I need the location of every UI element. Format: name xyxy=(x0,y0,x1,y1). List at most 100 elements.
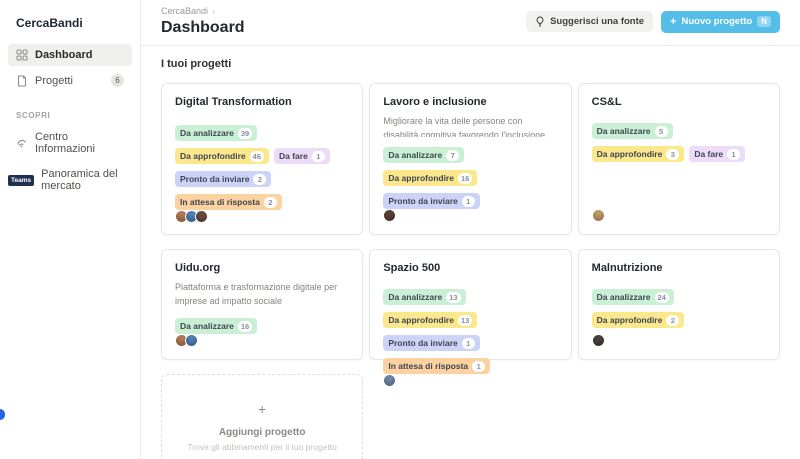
status-tag-label: Da fare xyxy=(694,149,724,159)
project-card-title: Lavoro e inclusione xyxy=(383,96,487,108)
teams-badge: Teams xyxy=(8,174,35,186)
project-card[interactable]: Lavoro e inclusione Migliorare la vita de… xyxy=(369,83,572,235)
status-tag[interactable]: Da approfondire 13 xyxy=(383,312,478,328)
projects-grid: Digital Transformationuidu è la piattafo… xyxy=(161,83,780,459)
status-tag-label: Da approfondire xyxy=(388,315,454,325)
status-tag-count: 1 xyxy=(461,195,475,207)
status-tag[interactable]: Da analizzare 5 xyxy=(591,123,673,139)
status-tag[interactable]: Da approfondire 16 xyxy=(383,170,478,186)
suggest-source-label: Suggerisci una fonte xyxy=(550,16,645,27)
sidebar-item-label: Dashboard xyxy=(35,49,93,61)
status-tag-count: 2 xyxy=(263,196,277,208)
status-tag-label: Da analizzare xyxy=(180,321,234,331)
add-project-card[interactable]: + Aggiungi progetto Trova gli abbinament… xyxy=(161,374,364,459)
project-card[interactable]: Malnutrizione Da analizzare 24 Da approfond… xyxy=(577,249,780,360)
status-tag[interactable]: Da approfondire 2 xyxy=(591,312,685,328)
sidebar: CercaBandi Dashboard Progetti 6 SCOPRI C… xyxy=(0,0,141,459)
status-tag-count: 3 xyxy=(666,148,680,160)
project-card-title: Uidu.org xyxy=(175,262,221,274)
avatar xyxy=(383,209,397,222)
project-card-description: Migliorare la vita delle persone con dis… xyxy=(383,116,546,137)
project-card[interactable]: CS&L Da analizzare 5 Da approfondire 3 Da far… xyxy=(577,83,780,235)
status-tag[interactable]: Pronto da inviare 1 xyxy=(383,193,480,209)
avatar-group xyxy=(591,334,766,347)
page-title: Dashboard xyxy=(161,19,245,36)
broadcast-icon xyxy=(16,137,28,149)
project-card-title: Digital Transformation xyxy=(175,96,292,108)
sidebar-item-panoramica-mercato[interactable]: Teams Panoramica del mercato xyxy=(8,163,132,197)
status-tag[interactable]: Pronto da inviare 2 xyxy=(175,171,272,187)
status-tag-list: Da analizzare 24 Da approfondire 2 xyxy=(591,289,766,328)
status-tag[interactable]: Pronto da inviare 1 xyxy=(383,335,480,351)
status-tag-list: Da analizzare 5 Da approfondire 3 Da fare 1 xyxy=(591,123,766,162)
status-tag-count: 7 xyxy=(446,149,460,161)
new-project-label: Nuovo progetto xyxy=(681,16,753,27)
status-tag[interactable]: Da fare 1 xyxy=(274,148,330,164)
status-tag[interactable]: Da analizzare 39 xyxy=(175,125,258,141)
project-card[interactable]: Digital Transformationuidu è la piattafo… xyxy=(161,83,364,235)
status-tag-count: 1 xyxy=(472,360,486,372)
status-tag[interactable]: Da analizzare 7 xyxy=(383,147,465,163)
new-project-button[interactable]: + Nuovo progetto N xyxy=(661,10,780,33)
status-tag-count: 2 xyxy=(666,314,680,326)
status-tag-label: In attesa di risposta xyxy=(388,361,469,371)
status-tag[interactable]: Da fare 1 xyxy=(689,146,746,162)
plus-icon: + xyxy=(258,401,267,417)
sidebar-item-centro-informazioni[interactable]: Centro Informazioni xyxy=(8,126,132,160)
add-project-subtitle: Trova gli abbinamenti per il tuo progett… xyxy=(187,442,337,452)
status-tag-count: 2 xyxy=(253,173,267,185)
project-card[interactable]: Uidu.org Piattaforma e trasformazione dig… xyxy=(161,249,364,360)
project-card-description: Piattaforma e trasformazione digitale pe… xyxy=(175,282,338,306)
status-tag-label: Da fare xyxy=(279,151,308,161)
avatar xyxy=(185,334,198,347)
status-tag[interactable]: Da analizzare 13 xyxy=(383,289,466,305)
suggest-source-button[interactable]: Suggerisci una fonte xyxy=(526,11,654,32)
main-area: CercaBandi › Dashboard Suggerisci una fo… xyxy=(141,0,800,459)
avatar-group xyxy=(175,334,349,347)
add-project-title: Aggiungi progetto xyxy=(218,427,306,438)
avatar xyxy=(195,210,208,223)
status-tag-count: 13 xyxy=(457,314,473,326)
sidebar-item-label: Progetti xyxy=(35,74,73,87)
project-card-title: CS&L xyxy=(591,96,622,108)
status-tag[interactable]: Da analizzare 24 xyxy=(591,289,674,305)
breadcrumb-cercabandi[interactable]: CercaBandi xyxy=(161,6,209,16)
status-tag-count: 13 xyxy=(446,291,461,303)
status-tag-label: Da analizzare xyxy=(388,292,443,302)
app-title: CercaBandi xyxy=(16,16,83,30)
sidebar-item-label: Centro Informazioni xyxy=(35,131,95,155)
sidebar-item-dashboard[interactable]: Dashboard xyxy=(8,44,132,66)
status-tag-label: Da analizzare xyxy=(180,128,234,138)
avatar-group xyxy=(383,209,557,222)
avatar xyxy=(591,334,605,347)
status-tag-label: Da approfondire xyxy=(596,315,663,325)
status-tag-count: 16 xyxy=(457,172,473,184)
sidebar-item-progetti[interactable]: Progetti 6 xyxy=(8,69,132,92)
sidebar-section-scopri: SCOPRI xyxy=(16,111,51,120)
status-tag[interactable]: Da approfondire 46 xyxy=(175,148,269,164)
status-tag-count: 24 xyxy=(654,291,669,303)
project-card-title: Malnutrizione xyxy=(591,262,663,274)
status-tag[interactable]: Da approfondire 3 xyxy=(591,146,685,162)
status-tag-count: 39 xyxy=(237,127,253,139)
page-header: CercaBandi › Dashboard Suggerisci una fo… xyxy=(141,0,800,46)
status-tag[interactable]: In attesa di risposta 1 xyxy=(383,358,491,374)
status-tag-label: Pronto da inviare xyxy=(180,174,250,184)
status-tag-list: Da analizzare 7 Da approfondire 16 Pronto da… xyxy=(383,147,557,209)
status-tag-count: 1 xyxy=(461,337,475,349)
project-card-title: Spazio 500 xyxy=(383,262,441,274)
shortcut-key-badge: N xyxy=(757,16,771,27)
plus-icon: + xyxy=(670,15,677,28)
status-tag-label: Da analizzare xyxy=(596,126,651,136)
lightbulb-icon xyxy=(535,16,545,27)
status-tag[interactable]: In attesa di risposta 2 xyxy=(175,194,282,210)
document-icon xyxy=(16,74,28,87)
status-tag-list: Da analizzare 16 xyxy=(175,318,349,334)
status-tag-label: Pronto da inviare xyxy=(388,196,458,206)
avatar-group xyxy=(383,374,557,387)
avatar xyxy=(383,374,397,387)
progetti-count-badge: 6 xyxy=(111,74,124,87)
project-card[interactable]: Spazio 500 Da analizzare 13 Da approfondire… xyxy=(369,249,572,387)
status-tag[interactable]: Da analizzare 16 xyxy=(175,318,258,334)
floating-widget-dot[interactable] xyxy=(0,409,5,420)
